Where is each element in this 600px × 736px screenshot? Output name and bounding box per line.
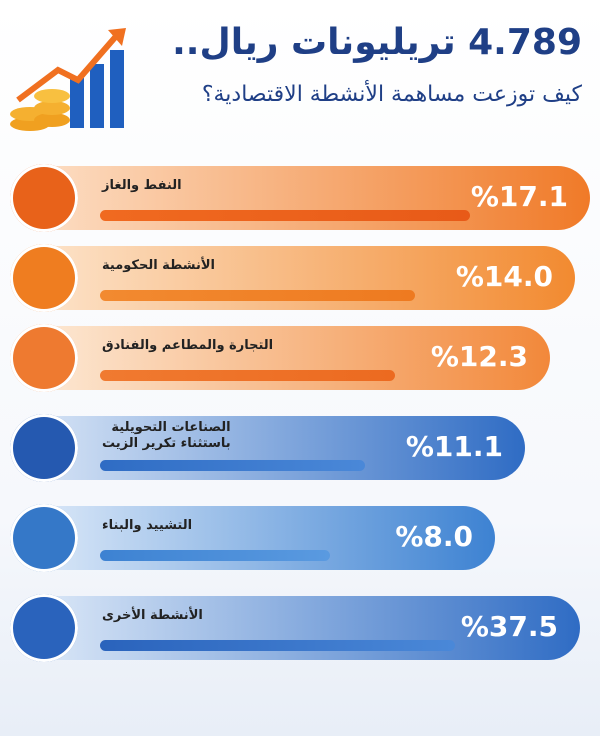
- label-line: باستثناء تكرير الزيت: [102, 436, 231, 451]
- activity-icon: [10, 594, 78, 662]
- activity-row: الأنشطة الأخرى %37.5: [10, 594, 580, 662]
- decor-bar: [100, 210, 470, 221]
- activity-label: الصناعات التحويلية باستثناء تكرير الزيت: [102, 420, 231, 452]
- activity-value: %11.1: [405, 430, 503, 463]
- subtitle: كيف توزعت مساهمة الأنشطة الاقتصادية؟: [201, 82, 582, 107]
- activity-label: الأنشطة الحكومية: [102, 258, 215, 274]
- activity-value: %17.1: [470, 180, 568, 213]
- activity-label: النفط والغاز: [102, 178, 182, 194]
- activity-label: الأنشطة الأخرى: [102, 608, 203, 624]
- activity-value: %14.0: [455, 260, 553, 293]
- activity-icon: [10, 164, 78, 232]
- decor-bar: [100, 550, 330, 561]
- header-icon: [10, 28, 126, 131]
- decor-bar: [100, 290, 415, 301]
- activity-row: التجارة والمطاعم والفنادق %12.3: [10, 324, 550, 392]
- label-line: النفط والغاز: [102, 178, 182, 193]
- activity-icon: [10, 414, 78, 482]
- activity-icon: [10, 324, 78, 392]
- activity-row: النفط والغاز %17.1: [10, 164, 590, 232]
- activity-value: %12.3: [430, 340, 528, 373]
- label-line: الأنشطة الحكومية: [102, 258, 215, 273]
- title: 4.789 تريليونات ريال..: [172, 22, 582, 63]
- label-line: الصناعات التحويلية: [111, 420, 231, 435]
- label-line: الأنشطة الأخرى: [102, 608, 203, 623]
- label-line: التشييد والبناء: [102, 518, 193, 533]
- activity-value: %37.5: [460, 610, 558, 643]
- label-line: التجارة والمطاعم والفنادق: [102, 338, 274, 353]
- activity-icon: [10, 504, 78, 572]
- activity-icon: [10, 244, 78, 312]
- activity-row: الصناعات التحويلية باستثناء تكرير الزيت %1…: [10, 414, 525, 482]
- activity-value: %8.0: [395, 520, 473, 553]
- activity-label: التشييد والبناء: [102, 518, 192, 534]
- activity-row: الأنشطة الحكومية %14.0: [10, 244, 575, 312]
- decor-bar: [100, 370, 395, 381]
- activity-row: التشييد والبناء %8.0: [10, 504, 495, 572]
- decor-bar: [100, 460, 365, 471]
- decor-bar: [100, 640, 455, 651]
- activity-label: التجارة والمطاعم والفنادق: [102, 338, 273, 354]
